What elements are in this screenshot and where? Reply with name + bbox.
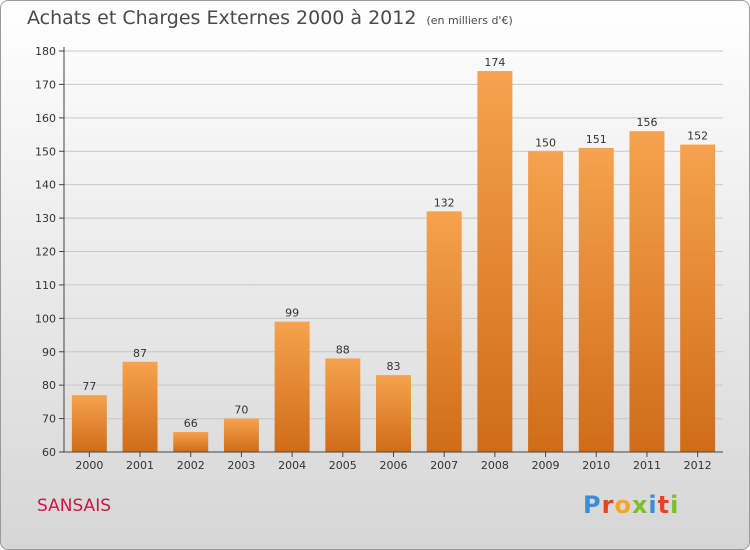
y-tick-label: 90 <box>42 346 56 359</box>
x-tick-label: 2007 <box>430 459 458 472</box>
logo-letter: t <box>657 491 671 519</box>
y-tick-label: 70 <box>42 413 56 426</box>
x-tick-label: 2003 <box>227 459 255 472</box>
data-label: 99 <box>285 307 299 320</box>
bar <box>376 375 411 452</box>
y-tick-label: 160 <box>35 112 56 125</box>
y-tick-label: 110 <box>35 279 56 292</box>
bar <box>426 211 462 452</box>
y-tick-label: 150 <box>35 145 56 158</box>
data-label: 152 <box>687 130 708 143</box>
logo-letter: i <box>648 491 658 519</box>
y-tick-label: 100 <box>35 312 56 325</box>
x-tick-label: 2012 <box>684 459 712 472</box>
bar <box>274 321 310 452</box>
y-tick-label: 120 <box>35 246 56 259</box>
logo-letter: r <box>601 491 615 519</box>
x-tick-label: 2005 <box>329 459 357 472</box>
data-label: 132 <box>434 196 455 209</box>
bar <box>325 358 361 452</box>
x-tick-label: 2006 <box>380 459 408 472</box>
data-label: 156 <box>636 116 657 129</box>
data-label: 83 <box>387 360 401 373</box>
commune-name: SANSAIS <box>37 496 111 516</box>
logo-letter: i <box>670 491 680 519</box>
x-tick-label: 2010 <box>582 459 610 472</box>
logo-letter: o <box>614 491 632 519</box>
y-tick-label: 180 <box>35 45 56 58</box>
data-label: 66 <box>184 417 198 430</box>
y-tick-label: 80 <box>42 379 56 392</box>
bars: 77 87 66 70 99 88 83 132 174 150 151 156 152 <box>71 56 716 453</box>
y-tick-label: 170 <box>35 78 56 91</box>
logo-letter: x <box>631 491 649 519</box>
bar <box>122 361 158 452</box>
bar <box>680 144 716 453</box>
data-label: 151 <box>586 133 607 146</box>
bar <box>528 151 564 452</box>
bar <box>173 431 209 452</box>
x-tick-label: 2008 <box>481 459 509 472</box>
axes: 60 70 80 90 100 110 120 130 140 150 160 170 180 2000 2… <box>35 45 723 472</box>
bar <box>223 418 259 452</box>
y-tick-label: 60 <box>42 446 56 459</box>
x-tick-label: 2004 <box>278 459 306 472</box>
x-tick-label: 2000 <box>75 459 103 472</box>
y-tick-label: 140 <box>35 179 56 192</box>
data-label: 70 <box>234 404 248 417</box>
bar <box>629 131 665 452</box>
unit-text: (en milliers d'€) <box>426 14 513 27</box>
x-tick-label: 2009 <box>532 459 560 472</box>
data-label: 174 <box>484 56 505 69</box>
data-label: 150 <box>535 136 556 149</box>
x-tick-label: 2011 <box>633 459 661 472</box>
proxiti-logo: Proxiti <box>583 491 679 519</box>
y-tick-label: 130 <box>35 212 56 225</box>
bar <box>477 71 513 453</box>
data-label: 77 <box>82 380 96 393</box>
x-tick-label: 2001 <box>126 459 154 472</box>
chart-title: Achats et Charges Externes 2000 à 2012 (e… <box>27 7 513 29</box>
x-tick-label: 2002 <box>177 459 205 472</box>
bar <box>71 395 107 452</box>
data-label: 88 <box>336 343 350 356</box>
bar <box>578 147 614 453</box>
data-label: 87 <box>133 347 147 360</box>
logo-letter: P <box>583 491 602 519</box>
title-text: Achats et Charges Externes 2000 à 2012 <box>27 7 417 29</box>
